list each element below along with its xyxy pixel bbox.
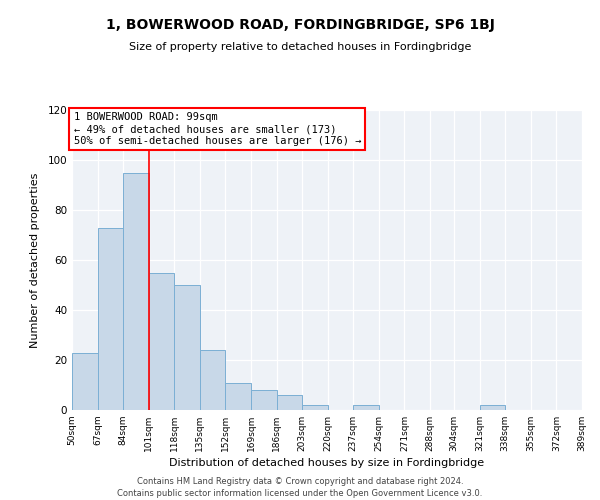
Bar (98, 228, 123, 410)
Bar (277, 395, 302, 410)
Bar (149, 272, 175, 410)
Bar (200, 350, 226, 410)
Text: Size of property relative to detached houses in Fordingbridge: Size of property relative to detached ho… (129, 42, 471, 52)
Text: 1, BOWERWOOD ROAD, FORDINGBRIDGE, SP6 1BJ: 1, BOWERWOOD ROAD, FORDINGBRIDGE, SP6 1B… (106, 18, 494, 32)
Bar (175, 285, 200, 410)
Text: 1 BOWERWOOD ROAD: 99sqm
← 49% of detached houses are smaller (173)
50% of semi-d: 1 BOWERWOOD ROAD: 99sqm ← 49% of detache… (74, 112, 361, 146)
Bar (479, 405, 505, 410)
Text: Contains public sector information licensed under the Open Government Licence v3: Contains public sector information licen… (118, 489, 482, 498)
Bar (302, 405, 328, 410)
Bar (353, 405, 379, 410)
X-axis label: Distribution of detached houses by size in Fordingbridge: Distribution of detached houses by size … (169, 458, 485, 468)
Y-axis label: Number of detached properties: Number of detached properties (31, 172, 40, 348)
Bar (251, 390, 277, 410)
Text: Contains HM Land Registry data © Crown copyright and database right 2024.: Contains HM Land Registry data © Crown c… (137, 478, 463, 486)
Bar (72, 352, 98, 410)
Bar (226, 382, 251, 410)
Bar (123, 172, 149, 410)
